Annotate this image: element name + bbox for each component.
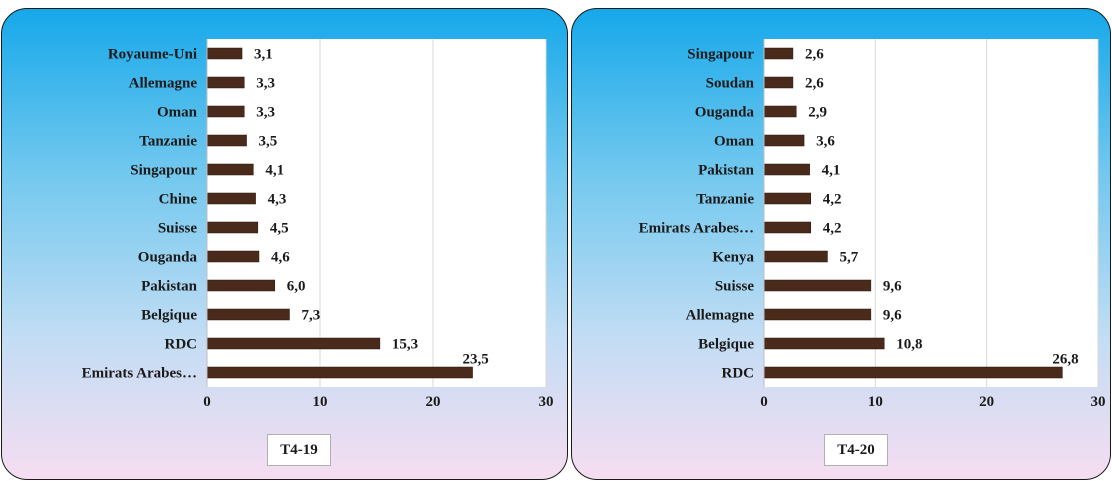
chart-panel-t4-19: Royaume-Uni 3,1 Allemagne 3,3 Oman 3,3 Tanzani… — [1, 8, 568, 480]
category-label: Allemagne — [686, 308, 755, 324]
data-label: 3,5 — [259, 134, 278, 150]
category-label: Ouganda — [695, 105, 755, 121]
plot-area — [764, 39, 1098, 387]
category-label: Chine — [159, 192, 198, 208]
category-label: Ouganda — [138, 250, 198, 266]
data-label: 4,2 — [823, 192, 842, 208]
x-tick-label: 10 — [313, 394, 328, 410]
data-label: 3,6 — [816, 134, 835, 150]
x-tick-label: 0 — [203, 394, 211, 410]
data-label: 23,5 — [463, 352, 489, 368]
bar — [206, 221, 259, 234]
bar — [763, 105, 797, 118]
chart-panel-t4-20: Singapour 2,6 Soudan 2,6 Ouganda 2,9 Oman 3,6 Pa… — [571, 8, 1111, 480]
data-label: 4,2 — [823, 221, 842, 237]
data-label: 6,0 — [287, 279, 306, 295]
bar — [763, 337, 885, 350]
category-label: Emirats Arabes… — [639, 221, 754, 237]
category-label: Singapour — [687, 47, 754, 63]
x-tick-label: 30 — [1091, 394, 1106, 410]
category-label: Pakistan — [698, 163, 755, 179]
bar — [763, 366, 1063, 379]
category-label: RDC — [722, 366, 755, 382]
data-label: 4,3 — [268, 192, 287, 208]
category-label: Belgique — [698, 337, 754, 353]
data-label: 3,1 — [254, 47, 273, 63]
category-label: Tanzanie — [139, 134, 197, 150]
bar — [763, 76, 794, 89]
category-label: Royaume-Uni — [108, 47, 197, 63]
category-label: Belgique — [141, 308, 197, 324]
category-label: Pakistan — [141, 279, 198, 295]
data-label: 7,3 — [301, 308, 320, 324]
chart-title: T4-19 — [267, 434, 331, 466]
data-label: 3,3 — [256, 105, 275, 121]
bar — [206, 47, 243, 60]
x-tick-label: 20 — [979, 394, 994, 410]
bar — [763, 47, 794, 60]
bar-chart-t4-20: Singapour 2,6 Soudan 2,6 Ouganda 2,9 Oman 3,6 Pa… — [639, 39, 1106, 410]
data-label: 26,8 — [1052, 352, 1078, 368]
category-label: Singapour — [130, 163, 197, 179]
category-label: Oman — [157, 105, 198, 121]
category-label: Allemagne — [129, 76, 198, 92]
x-tick-label: 20 — [426, 394, 441, 410]
bar — [206, 279, 276, 292]
x-tick-label: 0 — [760, 394, 768, 410]
data-label: 5,7 — [839, 250, 858, 266]
bar — [206, 163, 254, 176]
category-label: Soudan — [706, 76, 755, 92]
chart-title: T4-20 — [824, 434, 888, 466]
data-label: 2,6 — [805, 76, 824, 92]
data-label: 4,6 — [271, 250, 290, 266]
data-label: 2,6 — [805, 47, 824, 63]
category-label: Suisse — [715, 279, 755, 295]
bar — [763, 279, 872, 292]
bar — [763, 250, 828, 263]
bar — [206, 366, 473, 379]
category-label: Suisse — [158, 221, 198, 237]
category-label: Emirats Arabes… — [82, 366, 197, 382]
bar — [206, 134, 247, 147]
category-label: Oman — [714, 134, 755, 150]
data-label: 2,9 — [808, 105, 827, 121]
data-label: 9,6 — [883, 279, 902, 295]
plot-area — [207, 39, 546, 387]
x-tick-label: 30 — [539, 394, 554, 410]
category-label: Tanzanie — [696, 192, 754, 208]
data-label: 15,3 — [392, 337, 418, 353]
bar — [206, 192, 256, 205]
bar — [206, 250, 260, 263]
data-label: 4,1 — [822, 163, 841, 179]
data-label: 9,6 — [883, 308, 902, 324]
data-label: 4,5 — [270, 221, 289, 237]
bar — [206, 308, 290, 321]
bar — [763, 308, 872, 321]
bar — [763, 221, 812, 234]
bar — [763, 192, 812, 205]
data-label: 10,8 — [896, 337, 922, 353]
bar — [763, 134, 805, 147]
x-tick-label: 10 — [868, 394, 883, 410]
bar — [206, 337, 381, 350]
data-label: 3,3 — [256, 76, 275, 92]
bar — [763, 163, 810, 176]
bar-chart-t4-19: Royaume-Uni 3,1 Allemagne 3,3 Oman 3,3 Tanzani… — [82, 39, 554, 410]
category-label: Kenya — [712, 250, 754, 266]
bar — [206, 76, 245, 89]
category-label: RDC — [165, 337, 198, 353]
data-label: 4,1 — [265, 163, 284, 179]
bar — [206, 105, 245, 118]
